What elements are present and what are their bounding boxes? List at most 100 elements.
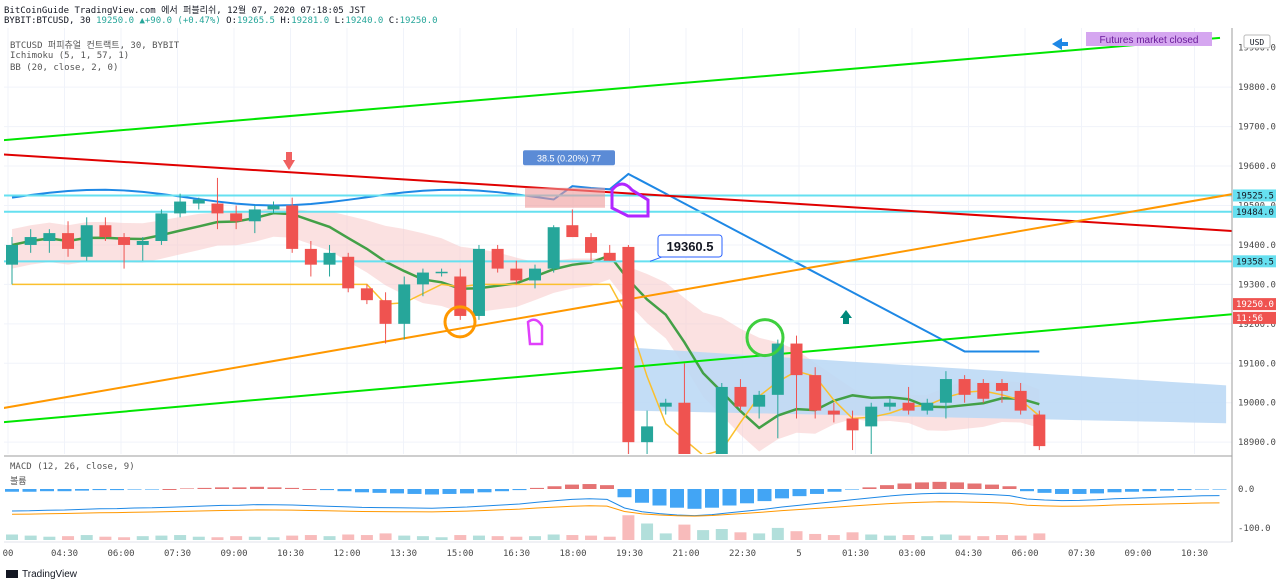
macd-histogram-bar (915, 482, 929, 489)
volume-bar (641, 523, 654, 540)
candle-body (99, 225, 112, 238)
volume-legend[interactable]: 볼륨 (10, 477, 27, 487)
candle-body (603, 252, 616, 261)
volume-bar (398, 535, 411, 540)
volume-bar (603, 536, 616, 540)
candle-body (827, 410, 840, 415)
candle-body (902, 402, 915, 411)
macd-histogram-bar (845, 489, 859, 490)
volume-bar (771, 527, 784, 540)
volume-bar (99, 536, 112, 540)
macd-histogram-bar (407, 489, 422, 494)
time-tick-label: 00 (3, 549, 14, 559)
macd-histogram-bar (827, 489, 842, 492)
futures-closed-label: Futures market closed (1100, 35, 1199, 46)
volume-bar (697, 530, 710, 540)
macd-histogram-bar (862, 487, 877, 489)
volume-bar (472, 535, 485, 540)
volume-bar (174, 535, 187, 540)
time-tick-label: 06:00 (1011, 549, 1038, 559)
arrow-left-icon (1052, 38, 1068, 50)
candle-body (921, 402, 934, 411)
trendline-orange (4, 193, 1232, 409)
time-tick-label: 15:00 (446, 549, 473, 559)
price-tick-label: 19100.0 (1238, 359, 1276, 369)
candle-body (529, 268, 541, 281)
macd-histogram-bar (547, 486, 562, 489)
price-label-bg (1233, 311, 1276, 324)
macd-histogram-bar (512, 489, 527, 491)
candle-body (715, 386, 728, 454)
candle-body (62, 233, 75, 249)
macd-histogram-bar (180, 488, 194, 489)
candle-body (771, 343, 784, 395)
volume-bar (192, 536, 205, 540)
macd-histogram-bar (320, 489, 334, 491)
legend-ichimoku[interactable]: Ichimoku (5, 1, 57, 1) (10, 51, 130, 61)
volume-bar (902, 535, 915, 540)
volume-bar (267, 537, 280, 540)
macd-histogram-bar (442, 489, 457, 494)
trendline-green-upper (4, 36, 1221, 142)
macd-histogram-bar (285, 487, 299, 489)
volume-bar (883, 535, 896, 540)
volume-bar (211, 537, 224, 540)
candle-body (995, 383, 1008, 391)
price-change: 19250.0 ▲+90.0 (+0.47%) (96, 16, 221, 26)
currency-label: USD (1250, 38, 1265, 47)
macd-histogram-bar (652, 489, 667, 506)
candle-body (1014, 390, 1027, 411)
legend-title[interactable]: BTCUSD 퍼피츄얼 컨트랙트, 30, BYBIT (10, 41, 180, 51)
price-tick-label: 19400.0 (1238, 241, 1276, 251)
futures-closed-bg (1086, 32, 1212, 46)
macd-histogram-bar (232, 487, 247, 489)
volume-bar (547, 534, 560, 540)
main-pane: 38.5 (0.20%) 77 19360.5 Futures market clo… (4, 28, 1232, 454)
trendline-green-lower (4, 313, 1232, 424)
macd-histogram-bar (302, 489, 317, 490)
price-tick-label: 19800.0 (1238, 83, 1276, 93)
macd-histogram-bar (145, 489, 159, 490)
macd-histogram-bar (57, 489, 72, 492)
macd-histogram-bar (687, 489, 702, 509)
time-tick-label: 10:30 (1181, 549, 1208, 559)
volume-bar (753, 533, 766, 540)
price-tick-label: 19700.0 (1238, 123, 1276, 133)
macd-histogram-bar (1020, 489, 1034, 492)
tradingview-logo[interactable]: TradingView (6, 569, 77, 580)
up-arrow-icon (840, 310, 852, 324)
candle-body (230, 213, 243, 222)
signal-line (11, 501, 1220, 517)
price-label-bg (1233, 189, 1276, 202)
macd-histogram-bar (495, 489, 509, 492)
time-tick-label: 19:30 (616, 549, 643, 559)
candle-body (24, 237, 37, 245)
time-tick-label: 18:00 (559, 549, 586, 559)
legend-bb[interactable]: BB (20, close, 2, 0) (10, 63, 119, 73)
volume-bar (491, 536, 504, 540)
macd-legend[interactable]: MACD (12, 26, close, 9) (10, 462, 135, 472)
candle-body (491, 248, 504, 269)
kijun-line (11, 211, 1040, 430)
candle-body (865, 406, 878, 427)
volume-bar (715, 529, 728, 540)
volume-bar (622, 515, 635, 540)
volume-bar (827, 535, 840, 540)
price-label: 19250.0 (1236, 300, 1274, 310)
publish-info: BitCoinGuide TradingView.com 에서 퍼블리쉬, 12… (4, 6, 366, 16)
macd-histogram-bar (267, 487, 282, 489)
open-value: 19265.5 (237, 16, 275, 26)
volume-bar (921, 536, 934, 540)
candle-body (846, 418, 859, 431)
candle-body (547, 227, 560, 269)
time-tick-label: 09:00 (1124, 549, 1151, 559)
time-tick-label: 10:30 (277, 549, 304, 559)
time-tick-label: 12:00 (333, 549, 360, 559)
candle-body (398, 284, 411, 324)
time-tick-label: 21:00 (672, 549, 699, 559)
macd-histogram-bar (460, 489, 474, 494)
volume-bar (379, 533, 392, 540)
volume-bar (136, 536, 149, 540)
macd-histogram-bar (985, 484, 999, 489)
